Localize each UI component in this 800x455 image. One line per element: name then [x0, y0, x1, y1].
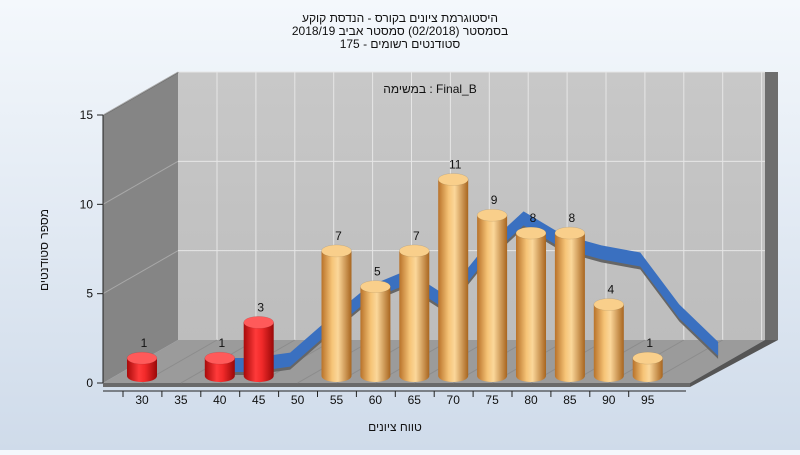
bar: 7 [399, 229, 430, 382]
grid-line-side [102, 160, 179, 205]
bar-body [360, 286, 391, 382]
bar: 8 [515, 211, 547, 382]
chart-title-line-1: היסטוגרמת ציונים בקורס - הנדסת קוקע [302, 11, 498, 25]
x-tick-label: 85 [563, 393, 577, 407]
x-tick-label: 30 [135, 393, 149, 407]
bar-body [516, 233, 546, 382]
subtitle: במשימה : Final_B [383, 82, 477, 96]
y-axis: 0 5 10 15 [80, 108, 104, 390]
y-axis-label: מספר סטודנטים [37, 209, 51, 291]
bar: 11 [437, 157, 469, 382]
bar-body [593, 304, 624, 382]
bar: 5 [360, 265, 391, 382]
x-tick-label: 95 [641, 393, 655, 407]
floor-edge [103, 383, 690, 387]
bar-top [204, 351, 236, 365]
bar-value-label: 7 [335, 229, 342, 243]
bar-body [554, 233, 585, 382]
y-tick-label: 5 [86, 287, 93, 301]
bar-value-label: 9 [491, 193, 498, 207]
bar-value-label: 1 [646, 336, 653, 350]
bar-value-label: 4 [607, 283, 614, 297]
x-tick-label: 45 [252, 393, 266, 407]
bar-top [126, 351, 158, 365]
bar-top [593, 298, 625, 311]
x-tick-label: 75 [485, 393, 499, 407]
curve-line [212, 211, 719, 372]
y-tick-label: 10 [80, 197, 94, 211]
bar-body [243, 322, 274, 382]
bar-body [632, 358, 663, 382]
back-wall [178, 72, 765, 340]
bar-body [127, 358, 157, 382]
x-tick-label: 70 [447, 393, 461, 407]
bar-top [476, 208, 508, 222]
bar-top [515, 226, 547, 240]
x-tick-label: 80 [524, 393, 538, 407]
bar: 9 [476, 193, 508, 382]
x-tick-label: 60 [369, 393, 383, 407]
x-tick-label: 65 [408, 393, 422, 407]
bar: 8 [554, 211, 586, 382]
bar-body [399, 250, 430, 382]
bar-value-label: 8 [530, 211, 537, 225]
bar-top [632, 351, 663, 365]
bar-top [243, 316, 274, 329]
bar-value-label: 1 [218, 336, 225, 350]
bar-value-label: 5 [374, 265, 381, 279]
bar-body [321, 250, 352, 382]
grid-line-side [102, 71, 179, 116]
x-tick-label: 50 [291, 393, 305, 407]
bar-body [204, 358, 235, 382]
bar-body [477, 215, 508, 382]
y-tick-label: 15 [80, 108, 94, 122]
bar-top [554, 226, 586, 240]
chart-title-line-2: בסמסטר (02/2018) סמסטר אביב 2018/19 [292, 24, 508, 38]
floor [103, 340, 765, 383]
bar-value-label: 7 [413, 229, 420, 243]
bar: 4 [593, 283, 625, 382]
bar-top [360, 280, 391, 293]
x-axis: 30 35 40 45 50 55 60 65 70 75 80 85 90 95 [103, 390, 686, 407]
grid-line-side [102, 250, 179, 295]
bar-body [438, 179, 469, 382]
bar-top [437, 173, 469, 186]
distribution-curve [212, 211, 719, 375]
bar-value-label: 8 [569, 211, 576, 225]
floor-edge-side [690, 340, 778, 387]
bar-top [399, 244, 430, 258]
left-wall [103, 72, 178, 383]
x-axis-label: טווח ציונים [368, 420, 422, 434]
bar: 3 [243, 300, 274, 382]
bar: 1 [632, 336, 663, 382]
y-tick-label: 0 [86, 376, 93, 390]
x-tick-label: 90 [602, 393, 616, 407]
x-tick-label: 55 [330, 393, 344, 407]
x-tick-label: 35 [174, 393, 188, 407]
bar-value-label: 3 [257, 300, 264, 314]
bar-top [321, 244, 352, 258]
bar: 1 [126, 336, 158, 382]
x-tick-label: 40 [213, 393, 227, 407]
bar-value-label: 1 [141, 336, 148, 350]
bar: 7 [321, 229, 352, 382]
right-wall [765, 72, 778, 340]
chart-title-line-3: סטודנטים רשומים - 175 [340, 37, 461, 51]
bar-value-label: 11 [449, 157, 462, 171]
bar: 1 [204, 336, 236, 382]
